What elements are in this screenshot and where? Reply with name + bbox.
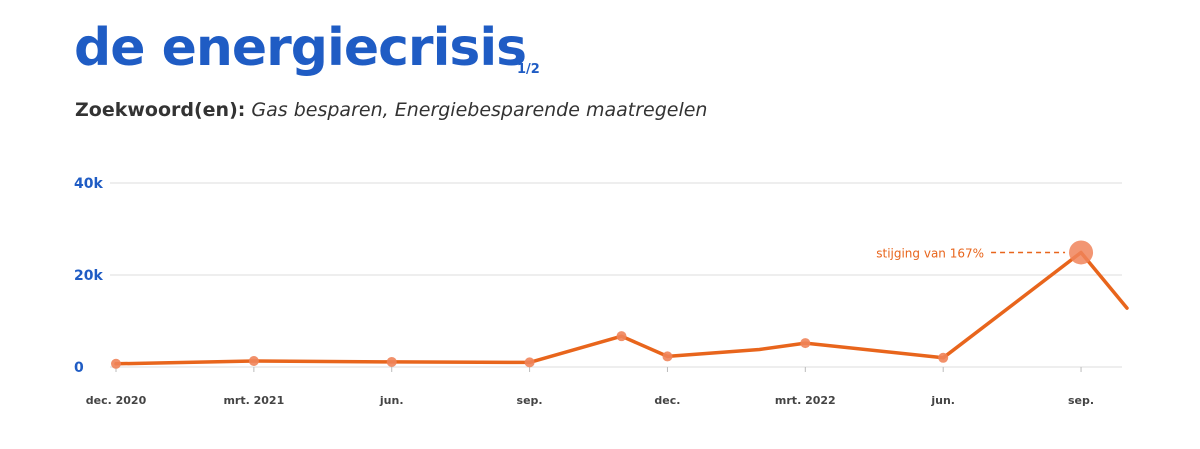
series-line (114, 250, 1129, 366)
page-title: de energiecrisis (74, 18, 527, 78)
data-point (111, 358, 121, 369)
point-markers (111, 240, 1094, 369)
x-tick-label: dec. 2020 (86, 394, 147, 407)
data-point (386, 356, 397, 367)
page-indicator: 1/2 (517, 62, 540, 77)
y-axis-ticks: 0 20k 40k (74, 176, 103, 376)
x-tick-label: sep. (1068, 394, 1094, 407)
data-point (938, 352, 949, 363)
x-tick-label: jun. (930, 394, 955, 407)
x-tick-label: mrt. 2021 (223, 394, 284, 407)
y-tick-label: 40k (74, 176, 103, 192)
data-point (248, 356, 259, 367)
x-tick-label: dec. (654, 394, 680, 407)
data-point (616, 331, 627, 342)
data-point (662, 351, 673, 362)
x-tick-label: jun. (379, 394, 404, 407)
series-line-group (114, 250, 1129, 366)
keywords-label: Zoekwoord(en): (75, 99, 246, 121)
x-axis-ticks: dec. 2020 mrt. 2021 jun. sep. dec. mrt. 2022 j… (86, 367, 1094, 407)
grid-lines (110, 182, 1122, 368)
y-tick-label: 20k (74, 268, 103, 284)
x-tick-label: sep. (517, 394, 543, 407)
highlight-point (1069, 240, 1094, 265)
annotation-label: stijging van 167% (876, 246, 984, 260)
x-tick-label: mrt. 2022 (775, 394, 836, 407)
keywords-line: Zoekwoord(en): Gas besparen, Energiebesp… (75, 99, 707, 121)
data-point (524, 357, 535, 368)
data-point (800, 338, 811, 349)
keywords-value: Gas besparen, Energiebesparende maatrege… (251, 99, 708, 121)
annotations: stijging van 167% (876, 246, 1066, 260)
y-tick-label: 0 (74, 360, 84, 376)
